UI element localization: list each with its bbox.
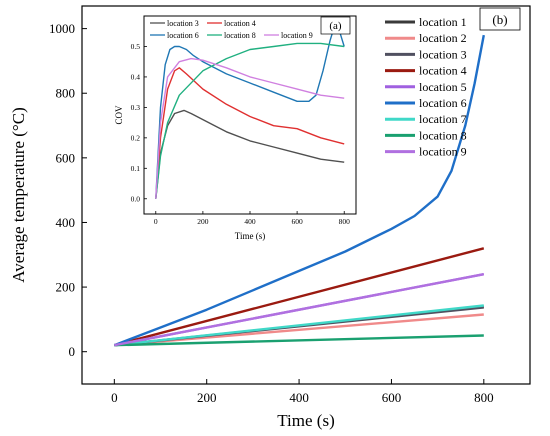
inset-series-line-location-8 [155, 42, 345, 199]
inset-plot: 0 200 400 600 800 0.0 0.1 0.2 0.3 0.4 0.5 Time (s) C… [114, 15, 357, 241]
legend-label: location 8 [419, 128, 467, 142]
legend-label: location 5 [419, 80, 467, 94]
inset-legend-label: location 8 [224, 31, 256, 40]
legend-label: location 3 [419, 47, 467, 61]
panel-label-box [479, 7, 521, 31]
y-tick-label: 1000 [49, 21, 75, 36]
main-plot-frame [81, 5, 531, 385]
inset-series-line-location-4 [155, 67, 345, 199]
inset-legend-label: location 9 [281, 31, 313, 40]
legend-label: location 9 [419, 145, 467, 159]
legend-label: location 1 [419, 15, 467, 29]
inset-y-tick-label: 0.2 [131, 133, 141, 142]
inset-x-tick-label: 600 [291, 217, 303, 226]
y-tick-label: 800 [56, 86, 76, 101]
inset-panel-label-box [320, 16, 351, 35]
inset-y-axis-title: COV [114, 105, 124, 125]
x-tick-label: 200 [197, 390, 217, 405]
y-tick-label: 200 [56, 280, 76, 295]
series-line-location-6 [113, 34, 485, 347]
inset-x-tick-label: 200 [197, 217, 209, 226]
legend-label: location 6 [419, 96, 467, 110]
inset-panel-label: (a) [329, 20, 342, 32]
x-tick-label: 0 [111, 390, 118, 405]
legend-label: location 4 [419, 64, 467, 78]
y-tick-label: 600 [56, 150, 76, 165]
series-line-location-4 [113, 247, 485, 347]
inset-series-line-location-9 [155, 57, 345, 199]
legend-label: location 7 [419, 112, 467, 126]
inset-legend-label: location 6 [167, 31, 199, 40]
y-tick-label: 0 [69, 344, 76, 359]
inset-x-axis-title: Time (s) [235, 231, 265, 241]
x-axis-title: Time (s) [277, 411, 334, 430]
x-tick-label: 800 [474, 390, 494, 405]
series-line-location-8 [114, 334, 484, 347]
inset-y-tick-label: 0.4 [131, 72, 141, 81]
legend-label: location 2 [419, 31, 467, 45]
series-line-location-9 [114, 273, 485, 347]
inset-series-line-location-6 [155, 24, 345, 199]
inset-legend-label: location 4 [224, 19, 256, 28]
main-legend: location 1 location 2 location 3 location 4… [385, 15, 467, 159]
inset-frame [143, 15, 357, 215]
inset-y-tick-label: 0.0 [131, 194, 141, 203]
inset-y-tick-label: 0.1 [131, 164, 141, 173]
x-tick-label: 600 [382, 390, 402, 405]
inset-y-tick-label: 0.3 [131, 103, 141, 112]
inset-legend-label: location 3 [167, 19, 199, 28]
y-axis-title: Average temperature (°C) [9, 107, 28, 282]
main-plot: 0 200 400 600 800 0 200 400 600 800 1000 Time (s) Av… [9, 5, 531, 430]
inset-x-tick-label: 800 [339, 217, 351, 226]
y-tick-label: 400 [56, 215, 76, 230]
series-line-location-7 [114, 304, 484, 347]
panel-label: (b) [492, 12, 507, 27]
inset-y-tick-label: 0.5 [131, 42, 141, 51]
inset-x-tick-label: 0 [154, 217, 158, 226]
inset-x-tick-label: 400 [244, 217, 256, 226]
inset-legend: location 3 location 4 location 6 location 8… [150, 19, 313, 40]
x-tick-label: 400 [289, 390, 309, 405]
